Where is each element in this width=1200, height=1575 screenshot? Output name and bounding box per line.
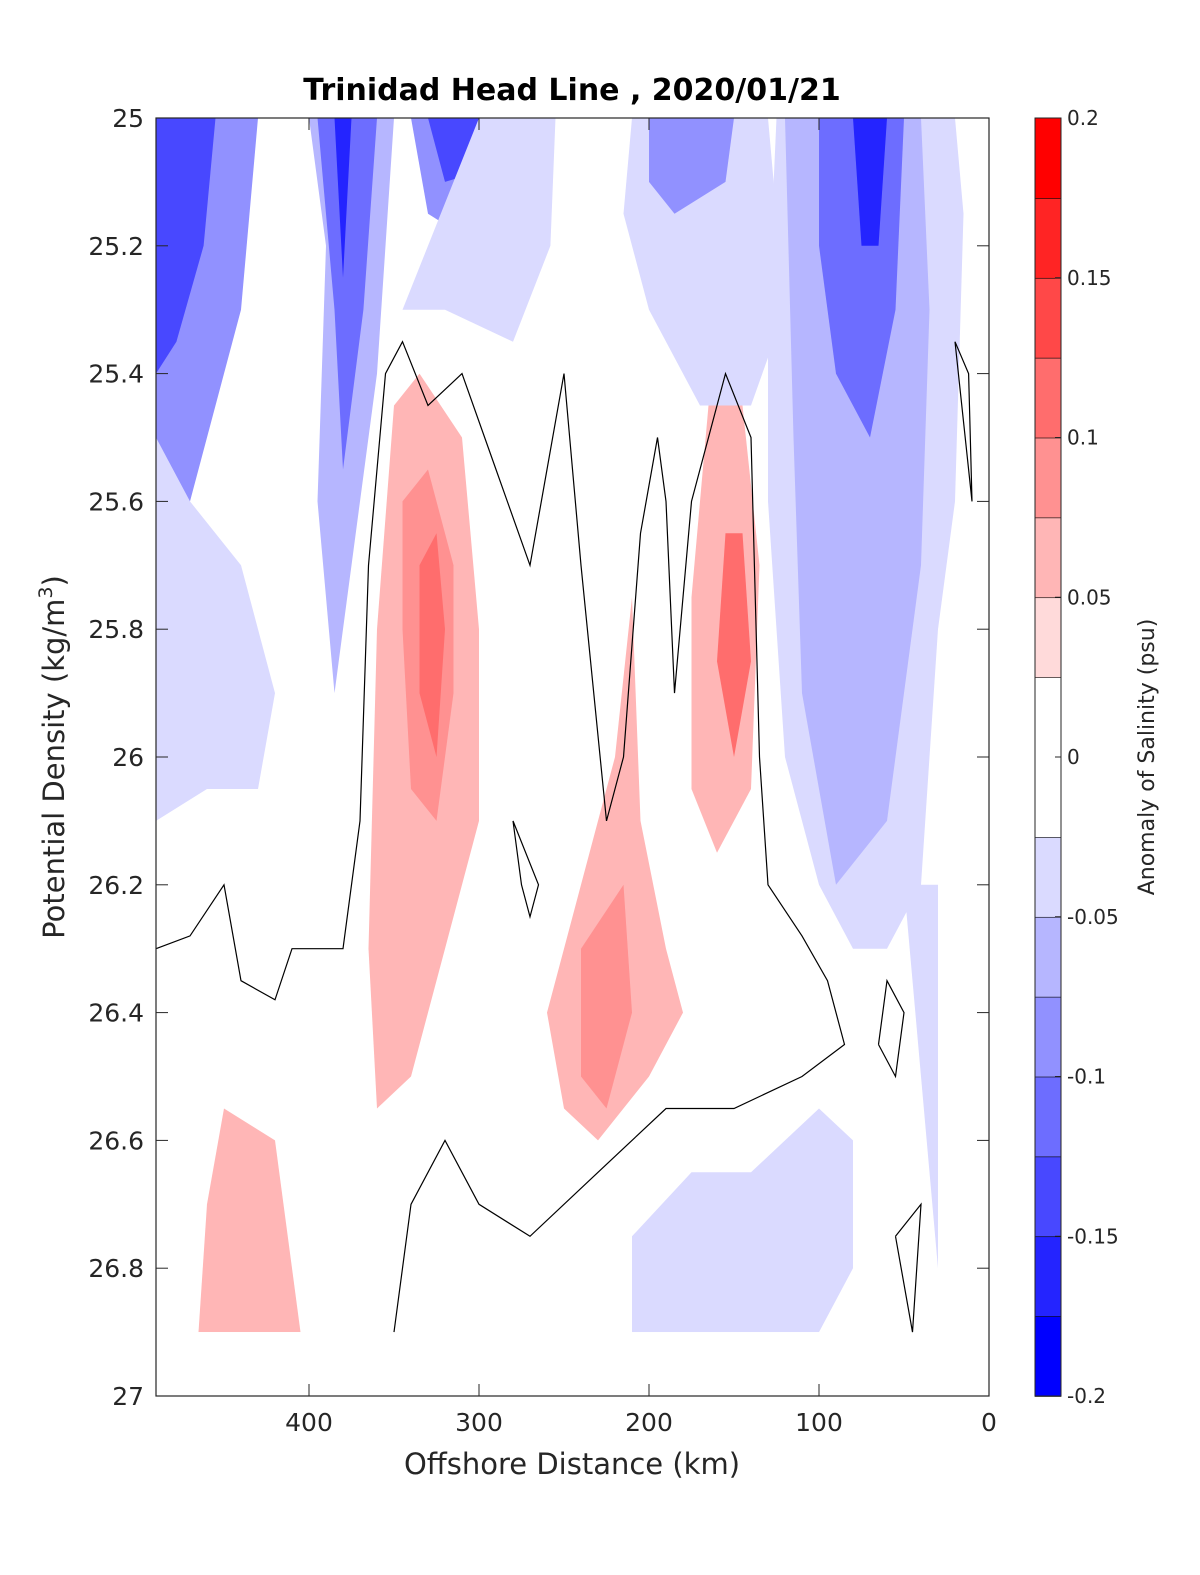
colorbar-tick-label-0: 0 xyxy=(1067,745,1080,769)
no-data-band xyxy=(156,1332,989,1396)
y-tick-label-25.4: 25.4 xyxy=(88,360,144,389)
colorbar-segment-2 xyxy=(1034,1156,1062,1238)
contour-region-5 xyxy=(334,118,352,278)
contour-region-13 xyxy=(581,884,632,1109)
contour-region-11 xyxy=(419,533,445,757)
x-axis: 400 300 200 100 0 xyxy=(285,118,997,1437)
colorbar-segment-13 xyxy=(1034,197,1062,279)
colorbar-segment-3 xyxy=(1034,1076,1062,1158)
colorbar-segment-6 xyxy=(1034,836,1062,918)
y-axis-label: Potential Density (kg/m3) xyxy=(35,575,71,939)
colorbar-label: Anomaly of Salinity (psu) xyxy=(1135,619,1160,896)
colorbar-tick-label--0.2: -0.2 xyxy=(1067,1384,1106,1408)
y-axis: 25 25.2 25.4 25.6 25.8 26 26.2 26.4 26.6 26.8 27 xyxy=(88,104,989,1411)
contour-region-2 xyxy=(156,437,275,821)
contour-region-15 xyxy=(649,118,734,214)
y-tick-label-26.8: 26.8 xyxy=(88,1254,144,1283)
y-tick-label-25.8: 25.8 xyxy=(88,615,144,644)
y-tick-label-26.4: 26.4 xyxy=(88,999,144,1028)
colorbar-tick-label--0.15: -0.15 xyxy=(1067,1224,1119,1248)
y-tick-label-25: 25 xyxy=(112,104,144,133)
colorbar-segment-4 xyxy=(1034,996,1062,1078)
y-axis-label-main: Potential Density (kg/m xyxy=(37,599,71,939)
contour-region-23 xyxy=(198,1108,301,1333)
plot-area xyxy=(155,117,990,1397)
colorbar-ticks: -0.2 -0.15 -0.1 -0.05 0 0.05 0.1 0.15 0.2 xyxy=(1055,106,1119,1408)
zero-contour-line-1 xyxy=(512,820,540,920)
contour-region-24 xyxy=(904,884,938,1269)
colorbar-tick-label--0.1: -0.1 xyxy=(1067,1065,1106,1089)
x-tick-label-400: 400 xyxy=(285,1408,333,1437)
x-tick-label-300: 300 xyxy=(455,1408,503,1437)
y-tick-label-25.2: 25.2 xyxy=(88,232,144,261)
colorbar-segment-1 xyxy=(1034,1235,1062,1317)
zero-contour-layer xyxy=(155,340,973,1333)
contour-region-4 xyxy=(317,118,377,470)
contour-region-1 xyxy=(156,118,216,374)
y-tick-label-25.6: 25.6 xyxy=(88,487,144,516)
colorbar-segment-11 xyxy=(1034,357,1062,439)
colorbar-segment-9 xyxy=(1034,517,1062,599)
contour-region-22 xyxy=(632,1108,853,1333)
zero-contour-line-2 xyxy=(877,978,905,1079)
chart-title: Trinidad Head Line , 2020/01/21 xyxy=(303,73,840,108)
colorbar-tick-label-0.2: 0.2 xyxy=(1067,106,1099,130)
colorbar-segment-5 xyxy=(1034,916,1062,998)
contour-region-17 xyxy=(717,533,751,757)
y-tick-label-27: 27 xyxy=(112,1382,144,1411)
contour-fill-layer xyxy=(156,118,989,1396)
colorbar-segment-10 xyxy=(1034,437,1062,519)
zero-contour-line-0 xyxy=(155,340,846,1333)
colorbar-tick-label-0.05: 0.05 xyxy=(1067,585,1112,609)
x-tick-label-0: 0 xyxy=(981,1408,997,1437)
y-axis-label-close: ) xyxy=(37,575,71,586)
x-tick-label-200: 200 xyxy=(625,1408,673,1437)
zero-contour-line-3 xyxy=(894,1202,922,1333)
contour-region-8 xyxy=(402,118,556,342)
contour-region-21 xyxy=(853,118,887,246)
colorbar-segment-0 xyxy=(1034,1315,1062,1397)
colorbar-segment-14 xyxy=(1034,117,1062,199)
colorbar-tick-label--0.05: -0.05 xyxy=(1067,905,1119,929)
colorbar-segment-8 xyxy=(1034,596,1062,678)
y-tick-label-26: 26 xyxy=(112,743,144,772)
colorbar: -0.2 -0.15 -0.1 -0.05 0 0.05 0.1 0.15 0.2 xyxy=(1034,106,1119,1408)
y-tick-label-26.6: 26.6 xyxy=(88,1126,144,1155)
colorbar-segment-12 xyxy=(1034,277,1062,359)
colorbar-tick-label-0.1: 0.1 xyxy=(1067,426,1099,450)
x-axis-label: Offshore Distance (km) xyxy=(404,1447,740,1481)
contour-region-20 xyxy=(819,118,904,438)
y-tick-label-26.2: 26.2 xyxy=(88,871,144,900)
zero-contour-line-4 xyxy=(954,341,973,502)
y-axis-label-superscript: 3 xyxy=(35,586,57,598)
colorbar-tick-label-0.15: 0.15 xyxy=(1067,266,1112,290)
x-tick-label-100: 100 xyxy=(795,1408,843,1437)
